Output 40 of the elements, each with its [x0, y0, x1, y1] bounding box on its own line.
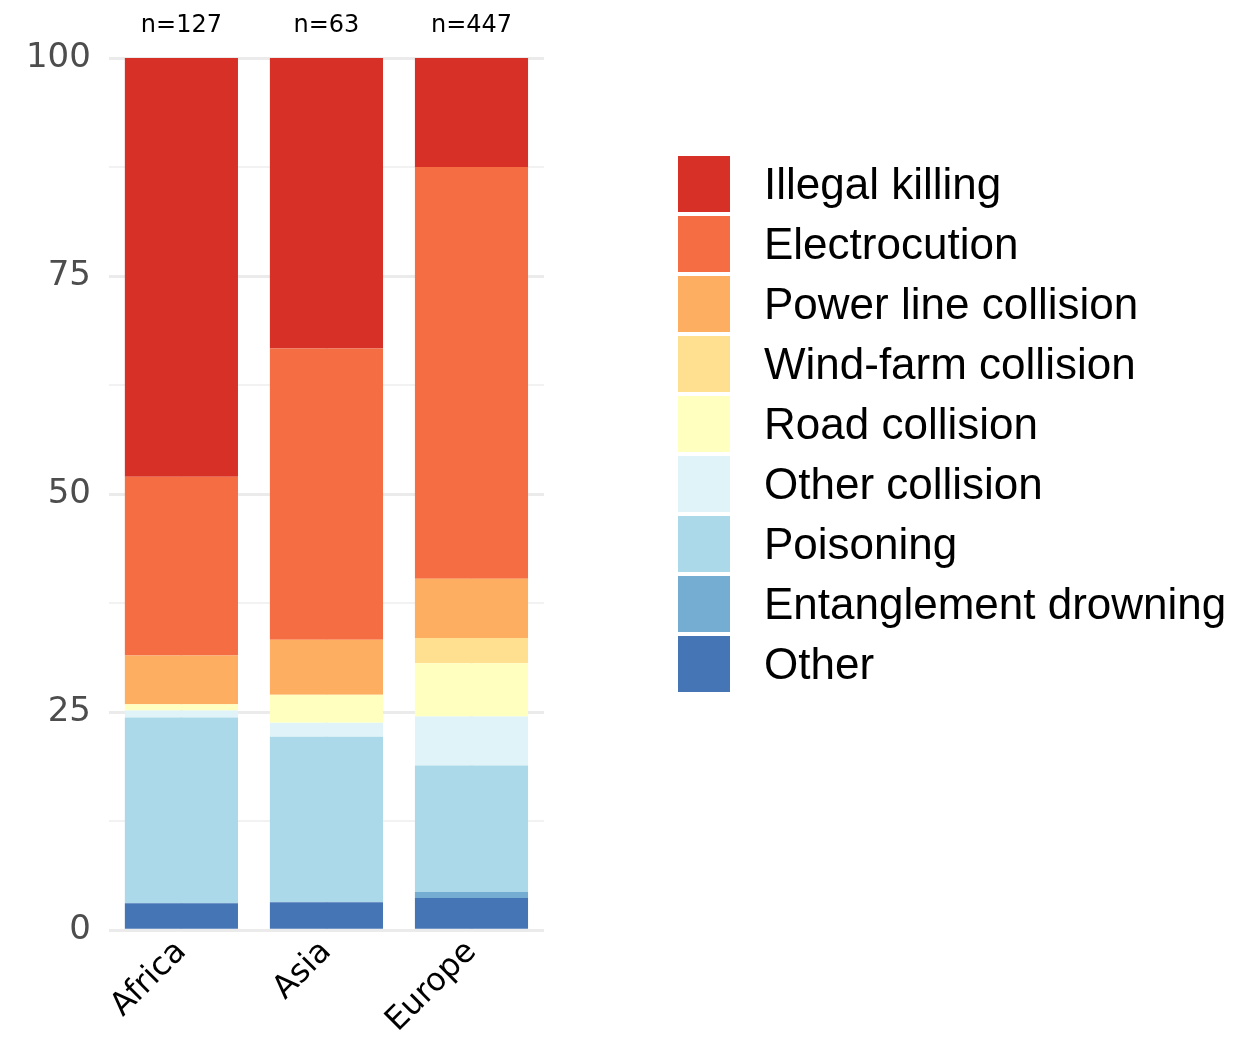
- y-tick-label: 50: [47, 470, 91, 511]
- legend-label: Entanglement drowning: [764, 579, 1227, 629]
- bar: [269, 736, 384, 903]
- bar: [124, 710, 238, 718]
- bar: [414, 663, 529, 717]
- bar: [414, 578, 529, 639]
- bar: [414, 167, 529, 579]
- bar: [269, 348, 384, 640]
- bar: [414, 765, 529, 892]
- annotation: n=447: [430, 10, 513, 39]
- bar: [124, 58, 238, 477]
- legend-label: Electrocution: [764, 219, 1019, 269]
- legend-label: Wind-farm collision: [764, 339, 1136, 389]
- legend-label: Road collision: [764, 399, 1038, 449]
- bar: [414, 716, 529, 766]
- y-tick-label: 0: [69, 907, 91, 948]
- bar: [414, 58, 529, 168]
- annotation: n=63: [293, 10, 360, 39]
- legend-label: Other collision: [764, 459, 1043, 509]
- bar: [124, 903, 238, 929]
- legend-label: Illegal killing: [764, 159, 1002, 209]
- bar: [269, 902, 384, 929]
- bar: [414, 638, 529, 664]
- legend-label: Other: [764, 639, 875, 689]
- y-tick-label: 100: [25, 34, 91, 75]
- bar: [124, 704, 238, 711]
- legend-label: Power line collision: [764, 279, 1139, 329]
- y-tick-label: 25: [47, 689, 91, 730]
- bar: [124, 655, 238, 705]
- y-tick-label: 75: [47, 252, 91, 293]
- legend-label: Poisoning: [764, 519, 958, 569]
- bar: [269, 58, 384, 349]
- annotation: n=127: [140, 10, 222, 39]
- bar: [414, 891, 529, 898]
- bar: [414, 898, 529, 929]
- bar: [124, 717, 238, 904]
- bar: [124, 476, 238, 656]
- bar: [269, 639, 384, 695]
- bar: [269, 722, 384, 737]
- bar: [269, 694, 384, 723]
